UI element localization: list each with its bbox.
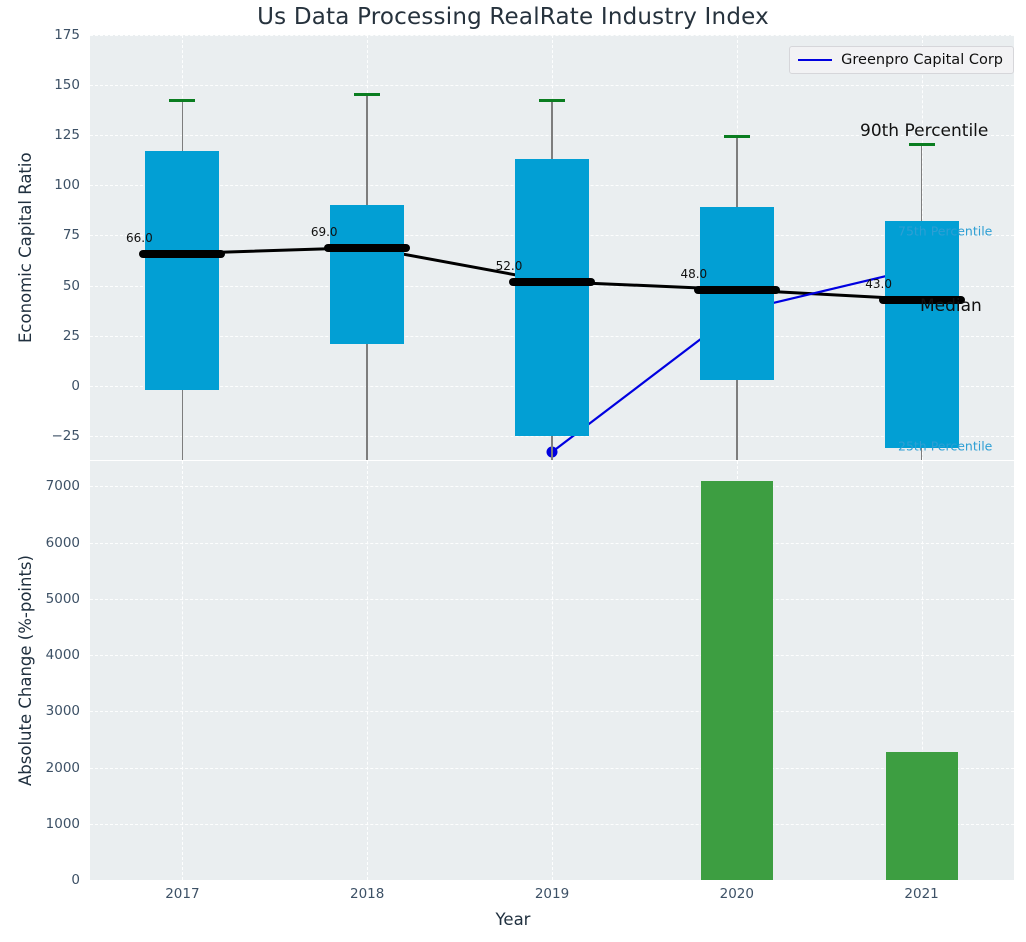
chart-root: Us Data Processing RealRate Industry Ind… (0, 0, 1026, 942)
y-tick-label-top: 50 (2, 278, 80, 294)
x-tick-label-2017: 2017 (165, 886, 199, 902)
bar-2020[interactable] (701, 481, 773, 880)
box-2021[interactable] (885, 221, 959, 448)
y-tick-label-top: 75 (2, 227, 80, 243)
median-value-label-2017: 66.0 (126, 231, 153, 245)
median-bar-2019 (509, 278, 595, 286)
y-axis-label-bottom: Absolute Change (%-points) (16, 555, 35, 786)
whisker-cap-90th-2017 (169, 99, 195, 102)
y-tick-label-top: 25 (2, 328, 80, 344)
annot-90th: 90th Percentile (860, 121, 988, 141)
y-axis-label-top: Economic Capital Ratio (16, 152, 35, 343)
median-value-label-2019: 52.0 (496, 259, 523, 273)
x-tick-label-2019: 2019 (535, 886, 569, 902)
gridline-horizontal (90, 880, 1014, 881)
median-bar-2017 (139, 250, 225, 258)
median-bar-2018 (324, 244, 410, 252)
y-tick-label-bottom: 5000 (2, 591, 80, 607)
x-axis-label: Year (0, 910, 1026, 929)
y-tick-label-top: 125 (2, 127, 80, 143)
median-value-label-2021: 43.0 (865, 277, 892, 291)
y-tick-label-bottom: 4000 (2, 647, 80, 663)
gridline-vertical (367, 461, 368, 880)
y-tick-label-top: 0 (2, 378, 80, 394)
y-tick-label-top: 150 (2, 77, 80, 93)
gridline-vertical (182, 461, 183, 880)
bar-2021[interactable] (886, 752, 958, 880)
box-2018[interactable] (330, 205, 404, 343)
page-title: Us Data Processing RealRate Industry Ind… (0, 4, 1026, 30)
bottom-plot-area (90, 461, 1014, 880)
x-tick-label-2021: 2021 (904, 886, 938, 902)
whisker-cap-90th-2021 (909, 143, 935, 146)
legend-label: Greenpro Capital Corp (841, 52, 1003, 68)
y-tick-label-bottom: 7000 (2, 478, 80, 494)
x-tick-label-2020: 2020 (720, 886, 754, 902)
y-tick-label-top: 175 (2, 27, 80, 43)
box-2017[interactable] (145, 151, 219, 390)
y-tick-label-top: 100 (2, 177, 80, 193)
y-tick-label-bottom: 2000 (2, 760, 80, 776)
whisker-cap-90th-2020 (724, 135, 750, 138)
y-tick-label-bottom: 0 (2, 872, 80, 888)
whisker-cap-90th-2018 (354, 93, 380, 96)
y-tick-label-bottom: 1000 (2, 816, 80, 832)
annot-75th: 75th Percentile (898, 224, 992, 239)
y-tick-label-bottom: 3000 (2, 703, 80, 719)
gridline-vertical (552, 461, 553, 880)
legend-line-icon (798, 59, 832, 61)
median-value-label-2018: 69.0 (311, 225, 338, 239)
legend[interactable]: Greenpro Capital Corp (789, 46, 1014, 74)
box-2019[interactable] (515, 159, 589, 436)
whisker-cap-90th-2019 (539, 99, 565, 102)
y-tick-label-bottom: 6000 (2, 535, 80, 551)
y-tick-label-top: −25 (2, 428, 80, 444)
median-value-label-2020: 48.0 (680, 267, 707, 281)
x-tick-label-2018: 2018 (350, 886, 384, 902)
annot-25th: 25th Percentile (898, 438, 992, 453)
annot-median: Median (920, 296, 982, 316)
median-bar-2020 (694, 286, 780, 294)
